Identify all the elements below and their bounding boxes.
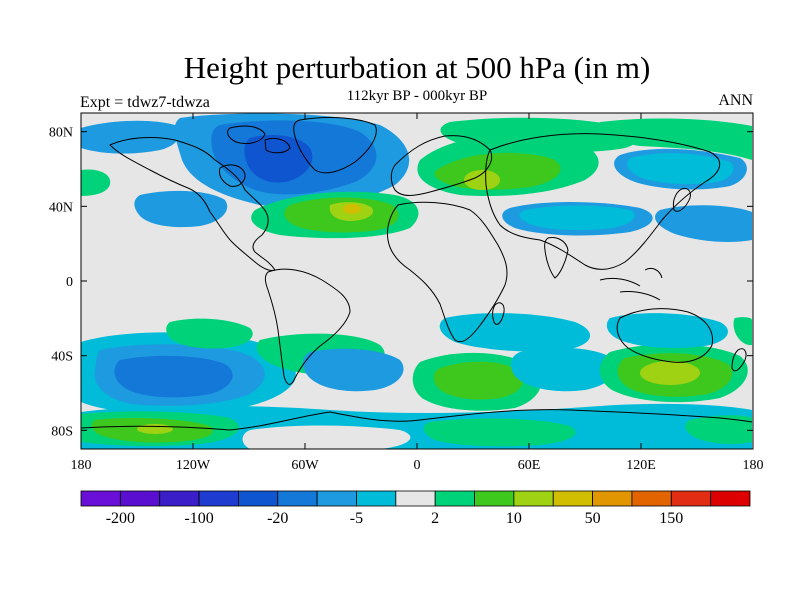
colorbar-swatch: [592, 490, 633, 507]
colorbar-label: -20: [267, 510, 288, 527]
colorbar-swatch: [159, 490, 200, 507]
contour-negative-indian-ocean-south: [510, 347, 617, 392]
colorbar-label: 10: [506, 510, 522, 527]
colorbar-swatch: [356, 490, 397, 507]
coastline-antarctica: [81, 409, 753, 431]
contour-negative-pacific-northeast: [655, 205, 752, 242]
colorbar-swatch: [119, 490, 161, 507]
x-tick-label: 60W: [291, 458, 319, 473]
coastline-north-america: [109, 137, 276, 271]
contour-negative-eurasia-mid-core: [519, 205, 635, 231]
y-tick-label: 40S: [51, 350, 73, 365]
contour-fill-layer: [81, 113, 752, 449]
plot-title: Height perturbation at 500 hPa (in m): [183, 50, 651, 85]
coastline-arctic-islands: [227, 125, 291, 154]
coastline-new-zealand: [731, 348, 747, 372]
contour-positive-pacific-edge: [81, 169, 111, 196]
colorbar-label: 150: [659, 510, 683, 527]
contour-positive-antarctic-west-peak: [137, 424, 173, 434]
y-tick-label: 40N: [49, 200, 73, 215]
contour-positive-pacific-southeast: [733, 317, 752, 346]
contour-positive-south-pacific-tropic: [166, 318, 253, 349]
coastline-india: [544, 237, 569, 279]
coastline-south-america: [264, 268, 351, 385]
contour-negative-greenland-inner: [244, 135, 313, 183]
colorbar-swatch: [513, 490, 554, 507]
colorbar-label: -100: [184, 510, 213, 527]
colorbar-swatch: [198, 490, 239, 507]
contour-negative-south-pacific-inner: [114, 355, 233, 398]
colorbar-label: -200: [106, 510, 135, 527]
colorbar-swatch: [552, 490, 593, 507]
y-tick-label: 80S: [51, 424, 73, 439]
colorbar-swatch: [631, 490, 672, 507]
x-tick-label: 120E: [626, 458, 656, 473]
contour-negative-pacific-midlat: [134, 190, 228, 228]
colorbar-label: 50: [585, 510, 601, 527]
x-tick-label: 0: [414, 458, 421, 473]
contour-negative-australia-north: [606, 313, 728, 348]
coastline-japan: [672, 187, 691, 212]
x-tick-label: 120W: [176, 458, 211, 473]
coastline-indonesia: [599, 267, 663, 301]
colorbar-swatch: [238, 490, 279, 507]
contour-positive-north-pacific: [597, 118, 752, 160]
contour-negative-south-atlantic: [302, 348, 404, 392]
colorbar-label: 2: [431, 510, 439, 527]
coastlines: [81, 117, 753, 431]
coastline-greenland: [293, 117, 377, 174]
contour-positive-north-atlantic-max: [343, 204, 361, 214]
colorbar-swatch: [277, 490, 318, 507]
contour-neutral-antarctic-gap: [242, 425, 411, 449]
contour-positive-antarctic-east: [423, 418, 576, 447]
coastline-australia: [616, 308, 714, 363]
experiment-label: Expt = tdwz7-tdwza: [80, 94, 210, 111]
coastline-europe: [390, 135, 493, 196]
colorbar-swatch: [474, 490, 515, 507]
colorbar-label: -5: [350, 510, 363, 527]
colorbar-swatch: [710, 490, 751, 507]
contour-negative-indian-ocean-west: [439, 313, 591, 352]
coastline-africa: [387, 201, 508, 343]
coastline-madagascar: [492, 302, 505, 325]
contour-positive-antarctic-far-east: [685, 415, 752, 445]
y-tick-label: 80N: [49, 126, 73, 141]
colorbar-swatch: [395, 490, 436, 507]
contour-positive-eurasia-peak: [464, 170, 500, 190]
season-label: ANN: [718, 92, 753, 109]
plot-subtitle: 112kyr BP - 000kyr BP: [346, 88, 488, 104]
x-tick-label: 180: [71, 458, 92, 473]
x-tick-label: 60E: [518, 458, 541, 473]
y-tick-label: 0: [66, 275, 73, 290]
map-axes: 180 120W 60W 0 60E 120E 180 80N 40N 0 40S 80S: [49, 113, 764, 473]
contour-positive-south-atlantic-east-core: [433, 361, 524, 400]
map-panel: 180 120W 60W 0 60E 120E 180 80N 40N 0 40S 80S: [49, 112, 764, 473]
x-tick-label: 180: [743, 458, 764, 473]
coastline-asia: [485, 133, 720, 270]
colorbar: -200 -100 -20 -5 2 10 50 150: [80, 490, 751, 527]
colorbar-swatch: [670, 490, 712, 507]
colorbar-swatch: [80, 490, 121, 507]
contour-positive-arctic-russia: [440, 117, 637, 153]
coastline-hudson-bay: [219, 164, 246, 187]
contour-negative-siberia-core: [627, 153, 734, 185]
colorbar-swatch: [316, 490, 357, 507]
contour-positive-australia-south-peak: [640, 361, 700, 385]
contour-negative-north-pacific-east: [81, 120, 180, 154]
colorbar-swatch: [434, 490, 475, 507]
